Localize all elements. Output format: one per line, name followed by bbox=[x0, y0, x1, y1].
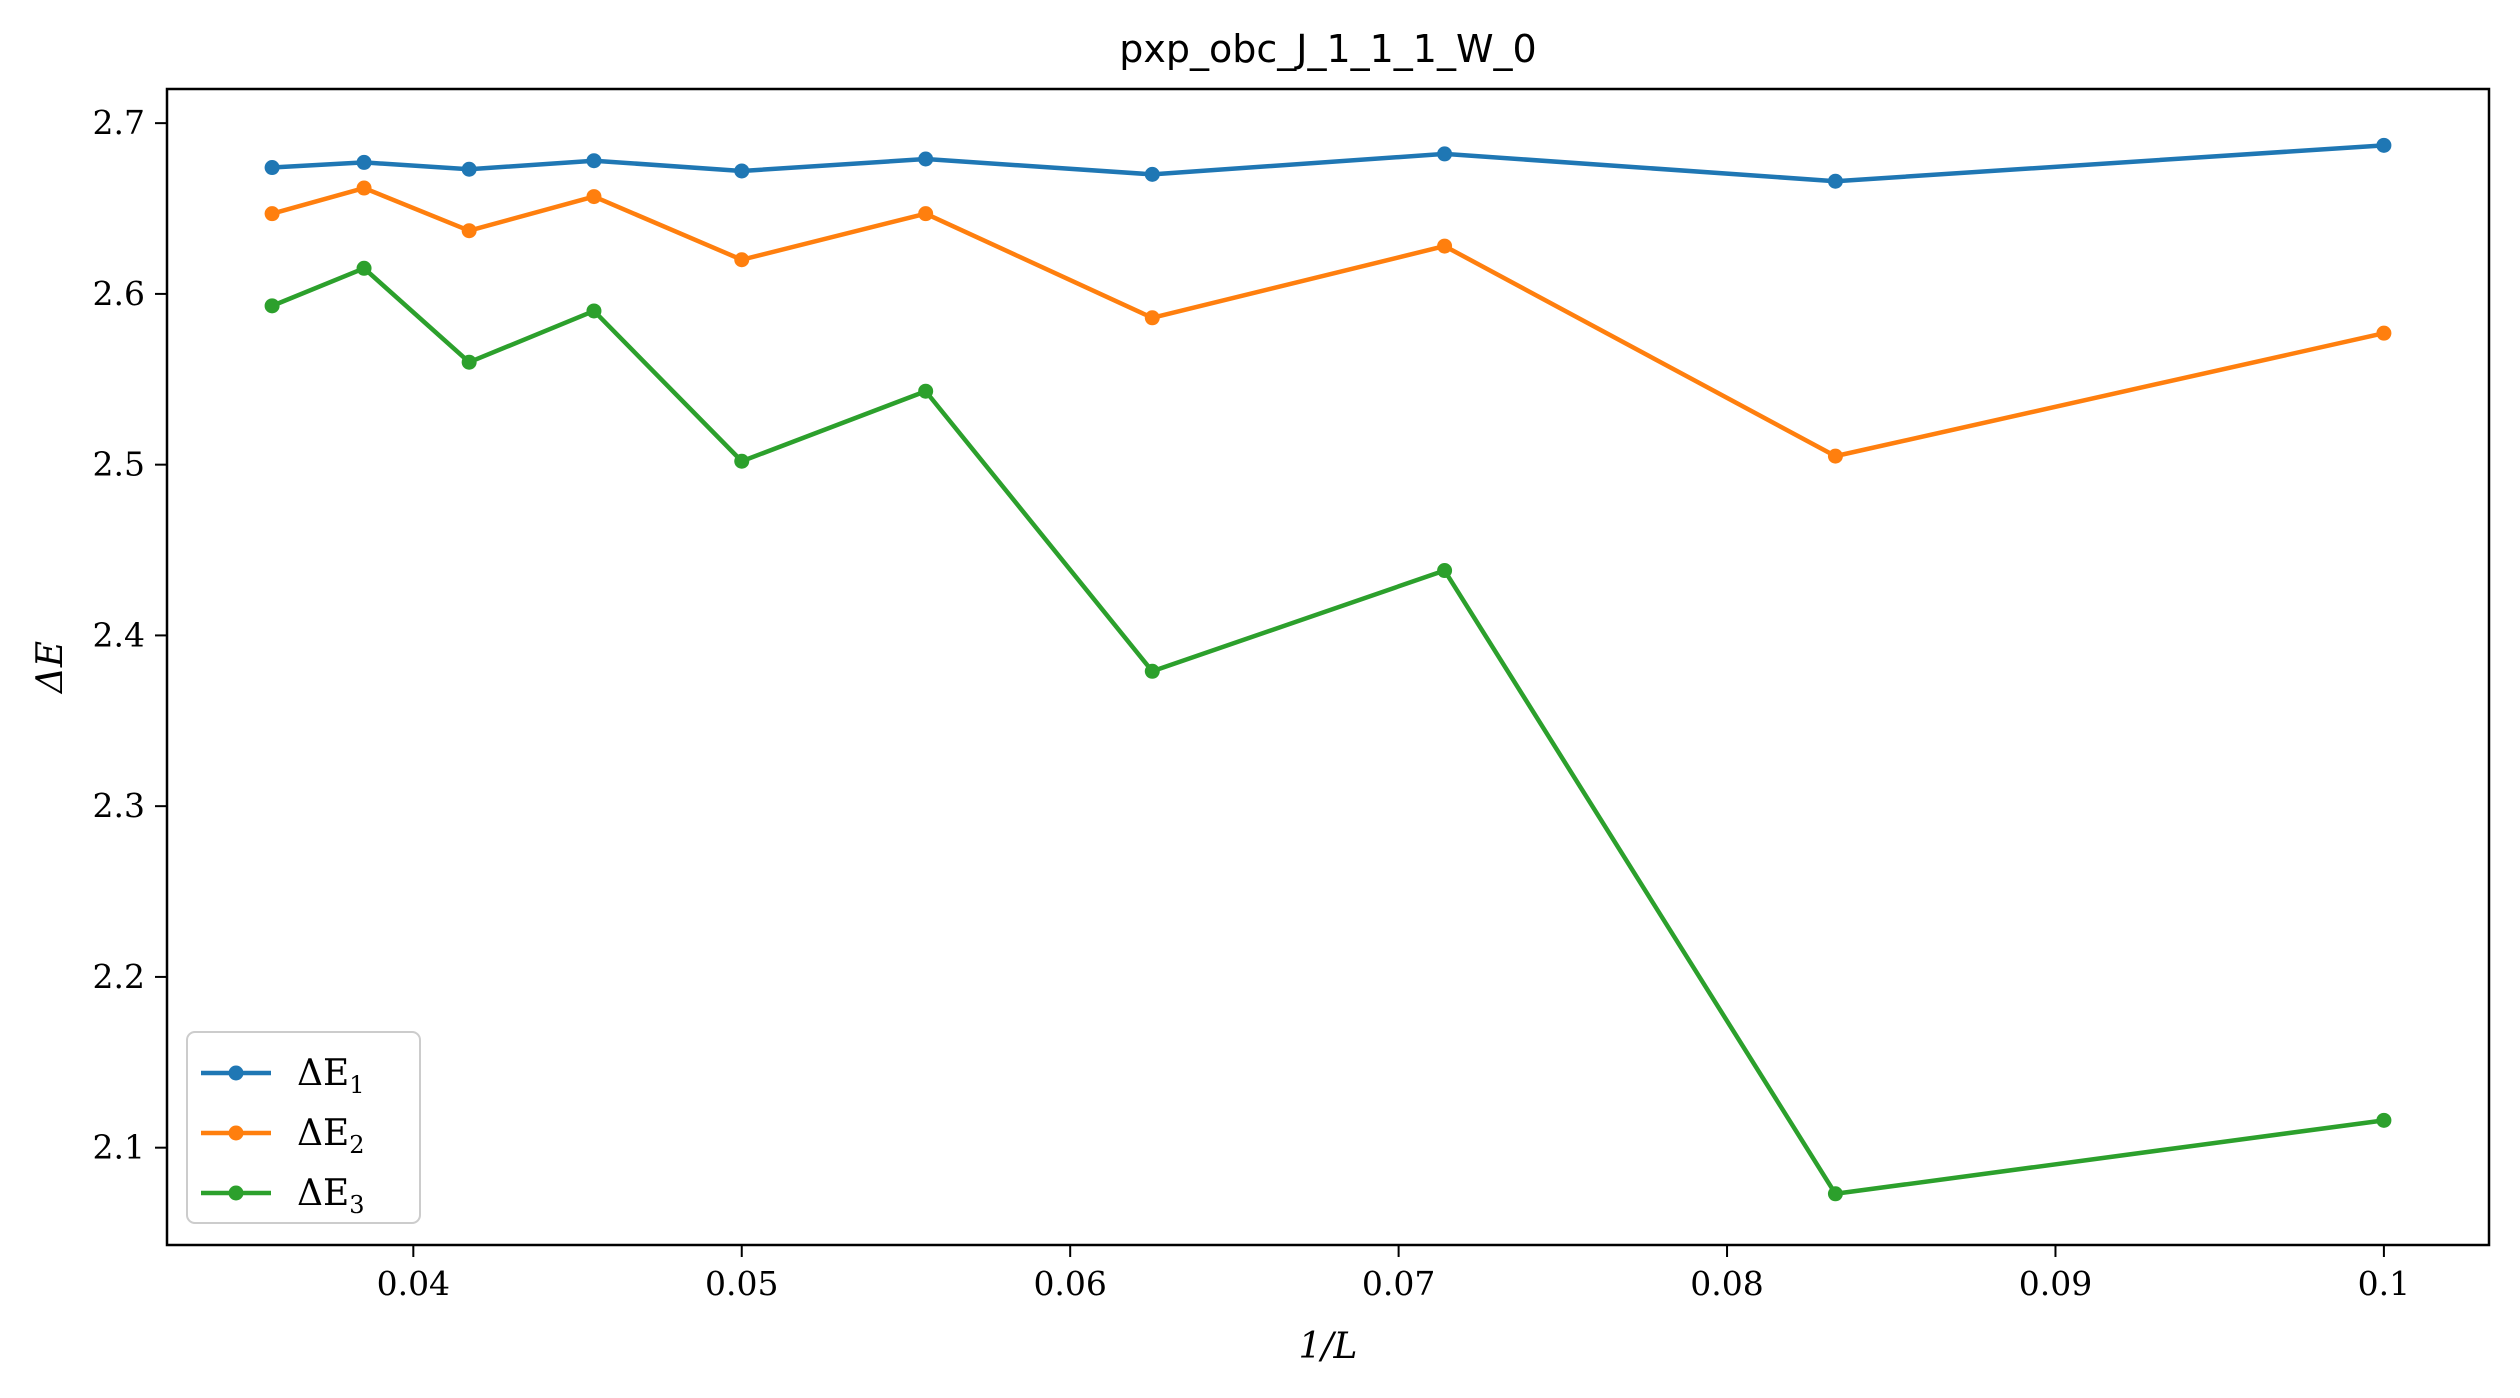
legend-label-subscript: 3 bbox=[349, 1191, 364, 1219]
series-2 bbox=[264, 180, 2392, 464]
x-tick-label: 0.04 bbox=[377, 1264, 450, 1303]
data-point bbox=[918, 206, 934, 222]
legend-item: ΔE1 bbox=[201, 1053, 365, 1099]
series-line bbox=[271, 266, 2385, 1197]
data-point bbox=[1437, 563, 1453, 579]
data-point bbox=[1827, 1186, 1843, 1202]
x-tick-label: 0.08 bbox=[1690, 1264, 1763, 1303]
x-tick-label: 0.07 bbox=[1362, 1264, 1435, 1303]
y-tick-label: 2.2 bbox=[93, 957, 145, 996]
data-point bbox=[1437, 238, 1453, 254]
data-point bbox=[1144, 663, 1160, 679]
data-point bbox=[2376, 1112, 2392, 1128]
data-point bbox=[356, 180, 372, 196]
data-point bbox=[586, 189, 602, 205]
series-1 bbox=[264, 137, 2392, 189]
x-tick-label: 0.1 bbox=[2358, 1264, 2410, 1303]
data-point bbox=[734, 453, 750, 469]
data-point bbox=[586, 153, 602, 169]
legend-label-subscript: 1 bbox=[349, 1071, 364, 1099]
y-tick-label: 2.5 bbox=[93, 445, 145, 484]
data-point bbox=[461, 354, 477, 370]
plot-frame bbox=[165, 87, 2491, 1247]
legend-label-name: ΔE bbox=[297, 1053, 349, 1094]
data-point bbox=[2376, 137, 2392, 153]
legend-marker bbox=[228, 1125, 244, 1141]
data-point bbox=[734, 163, 750, 179]
legend-label-name: ΔE bbox=[297, 1173, 349, 1214]
y-axis: 2.1 2.2 2.3 2.4 2.5 2.6 2.7 bbox=[93, 103, 167, 1167]
legend-label-name: ΔE bbox=[297, 1113, 349, 1154]
chart-title: pxp_obc_J_1_1_1_W_0 bbox=[1119, 27, 1536, 71]
x-tick-label: 0.09 bbox=[2019, 1264, 2092, 1303]
legend-marker bbox=[228, 1065, 244, 1081]
data-point bbox=[918, 383, 934, 399]
series-line bbox=[271, 185, 2385, 459]
data-point bbox=[1144, 310, 1160, 326]
x-axis-label: 1/L bbox=[1299, 1326, 1358, 1367]
legend-label: ΔE3 bbox=[297, 1173, 365, 1219]
legend-label: ΔE1 bbox=[297, 1053, 365, 1099]
x-tick-label: 0.06 bbox=[1033, 1264, 1106, 1303]
data-point bbox=[264, 298, 280, 314]
legend-item: ΔE3 bbox=[201, 1173, 365, 1219]
data-point bbox=[461, 161, 477, 177]
y-tick-label: 2.3 bbox=[93, 786, 145, 825]
data-point bbox=[1827, 448, 1843, 464]
data-point bbox=[264, 206, 280, 222]
data-point bbox=[2376, 325, 2392, 341]
y-tick-label: 2.1 bbox=[93, 1128, 145, 1167]
data-point bbox=[1144, 166, 1160, 182]
legend-marker bbox=[228, 1185, 244, 1201]
data-point bbox=[918, 151, 934, 167]
x-tick-label: 0.05 bbox=[705, 1264, 778, 1303]
y-tick-label: 2.7 bbox=[93, 103, 145, 142]
series-3 bbox=[264, 260, 2392, 1202]
series-line bbox=[271, 143, 2385, 184]
y-axis-label: ΔE bbox=[30, 641, 71, 695]
data-point bbox=[264, 160, 280, 176]
data-point bbox=[1437, 146, 1453, 162]
legend-label: ΔE2 bbox=[297, 1113, 365, 1159]
legend-box bbox=[186, 1031, 421, 1224]
data-point bbox=[356, 154, 372, 170]
data-point bbox=[356, 260, 372, 276]
data-point bbox=[461, 223, 477, 239]
legend-label-subscript: 2 bbox=[349, 1131, 364, 1159]
legend-item: ΔE2 bbox=[201, 1113, 365, 1159]
data-point bbox=[1827, 173, 1843, 189]
data-point bbox=[734, 252, 750, 268]
plot-area bbox=[264, 137, 2392, 1202]
data-point bbox=[586, 303, 602, 319]
x-axis: 0.04 0.05 0.06 0.07 0.08 0.09 0.1 bbox=[377, 1245, 2410, 1303]
y-tick-label: 2.4 bbox=[93, 615, 145, 654]
y-tick-label: 2.6 bbox=[93, 274, 145, 313]
